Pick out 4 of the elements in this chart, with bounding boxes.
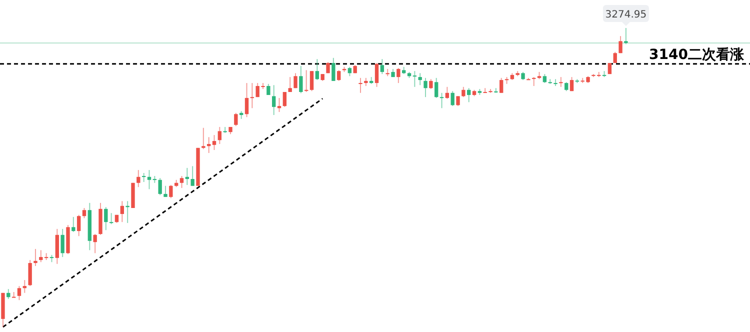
annotation: 3274.95 [605,10,647,20]
candlestick [310,70,314,92]
candlestick [12,292,16,298]
ref-line-label: 3140二次看涨 [649,46,745,63]
